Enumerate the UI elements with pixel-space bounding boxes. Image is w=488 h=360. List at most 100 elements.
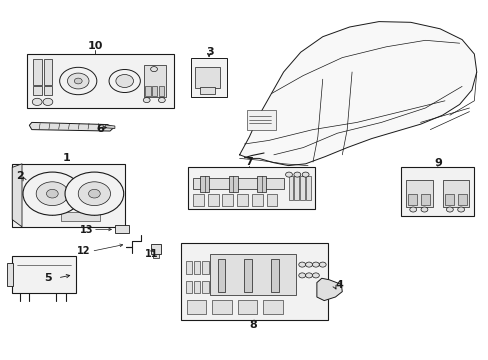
Bar bbox=[43, 59, 52, 85]
Circle shape bbox=[298, 273, 305, 278]
Circle shape bbox=[158, 98, 165, 103]
Circle shape bbox=[109, 69, 140, 93]
Circle shape bbox=[150, 67, 157, 72]
Bar bbox=[263, 300, 282, 314]
Circle shape bbox=[302, 172, 308, 177]
Text: 13: 13 bbox=[80, 225, 94, 235]
Text: 6: 6 bbox=[96, 123, 104, 134]
Circle shape bbox=[305, 273, 312, 278]
Circle shape bbox=[32, 98, 42, 105]
Bar bbox=[288, 176, 292, 200]
Text: 10: 10 bbox=[87, 41, 103, 51]
Circle shape bbox=[446, 207, 452, 212]
Text: 11: 11 bbox=[144, 249, 158, 259]
Bar bbox=[207, 194, 218, 206]
Circle shape bbox=[285, 172, 292, 177]
Bar bbox=[159, 86, 164, 96]
Text: 2: 2 bbox=[16, 171, 23, 181]
Text: 1: 1 bbox=[63, 153, 71, 163]
Bar bbox=[145, 86, 150, 96]
Circle shape bbox=[457, 207, 464, 212]
Circle shape bbox=[116, 75, 133, 87]
Bar bbox=[150, 244, 161, 254]
Bar bbox=[300, 176, 304, 200]
Bar bbox=[12, 256, 76, 293]
Bar bbox=[33, 59, 41, 85]
Bar bbox=[202, 281, 208, 293]
Polygon shape bbox=[29, 122, 114, 131]
Bar bbox=[444, 194, 453, 205]
Circle shape bbox=[43, 98, 53, 105]
Polygon shape bbox=[316, 278, 342, 301]
Circle shape bbox=[67, 73, 89, 89]
Circle shape bbox=[293, 172, 300, 177]
Bar bbox=[181, 243, 327, 320]
Circle shape bbox=[78, 182, 110, 206]
Bar bbox=[33, 86, 41, 95]
Bar bbox=[7, 263, 13, 286]
Text: 5: 5 bbox=[44, 273, 52, 283]
Text: 3: 3 bbox=[206, 47, 214, 57]
Circle shape bbox=[312, 262, 319, 267]
Bar bbox=[305, 176, 310, 200]
Bar bbox=[193, 178, 283, 189]
Circle shape bbox=[88, 189, 100, 198]
Bar bbox=[185, 261, 192, 274]
Circle shape bbox=[420, 207, 427, 212]
Bar bbox=[210, 254, 295, 295]
Circle shape bbox=[312, 273, 319, 278]
Bar bbox=[200, 176, 209, 192]
Circle shape bbox=[298, 262, 305, 267]
Text: 8: 8 bbox=[249, 320, 257, 330]
Bar bbox=[294, 176, 298, 200]
Bar bbox=[407, 194, 416, 205]
Bar bbox=[190, 58, 227, 97]
Circle shape bbox=[143, 98, 150, 103]
Text: 7: 7 bbox=[245, 157, 253, 167]
Bar bbox=[246, 110, 276, 130]
Bar bbox=[457, 194, 466, 205]
Bar bbox=[222, 194, 233, 206]
Bar bbox=[152, 254, 159, 258]
Polygon shape bbox=[105, 125, 115, 129]
Bar bbox=[271, 259, 278, 292]
Bar bbox=[12, 164, 124, 227]
Circle shape bbox=[46, 189, 58, 198]
Circle shape bbox=[36, 182, 68, 206]
Bar bbox=[237, 300, 257, 314]
Bar bbox=[61, 212, 100, 221]
Bar bbox=[188, 167, 315, 209]
Polygon shape bbox=[12, 164, 22, 227]
Bar bbox=[405, 180, 432, 207]
Bar bbox=[27, 54, 173, 108]
Bar bbox=[257, 176, 265, 192]
Circle shape bbox=[409, 207, 416, 212]
Bar bbox=[266, 194, 277, 206]
Bar bbox=[420, 194, 429, 205]
Bar bbox=[193, 194, 203, 206]
Bar bbox=[194, 261, 200, 274]
Bar bbox=[228, 176, 237, 192]
Bar bbox=[115, 225, 128, 233]
Bar bbox=[251, 194, 262, 206]
Text: 4: 4 bbox=[335, 280, 343, 290]
Bar bbox=[152, 86, 157, 96]
Bar bbox=[185, 281, 192, 293]
Bar bbox=[194, 67, 220, 88]
Circle shape bbox=[319, 262, 325, 267]
Polygon shape bbox=[239, 22, 476, 166]
Bar bbox=[199, 87, 215, 94]
Text: 12: 12 bbox=[77, 246, 91, 256]
Bar bbox=[43, 86, 52, 95]
Circle shape bbox=[65, 172, 123, 215]
Text: 9: 9 bbox=[433, 158, 441, 168]
Bar bbox=[186, 300, 206, 314]
Bar bbox=[442, 180, 468, 207]
Bar bbox=[217, 259, 224, 292]
Bar bbox=[400, 167, 473, 216]
Bar bbox=[194, 281, 200, 293]
Bar bbox=[202, 261, 208, 274]
Circle shape bbox=[60, 67, 97, 95]
Bar bbox=[244, 259, 251, 292]
Bar bbox=[237, 194, 247, 206]
